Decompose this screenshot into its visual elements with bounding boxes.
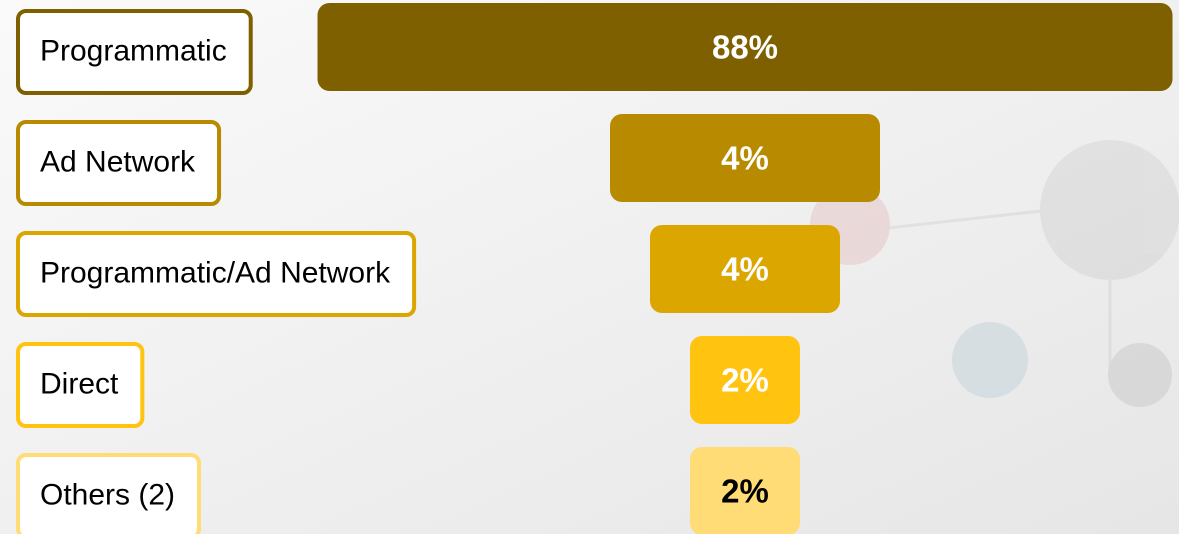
value-label: 2% xyxy=(721,473,769,510)
category-label: Direct xyxy=(40,368,119,401)
value-label: 2% xyxy=(721,362,769,399)
category-label: Programmatic/Ad Network xyxy=(40,257,391,290)
category-label: Programmatic xyxy=(40,35,227,68)
value-label: 88% xyxy=(712,29,778,66)
value-label: 4% xyxy=(721,140,769,177)
chart: 88% Programmatic 4% Ad Network 4% Programmati… xyxy=(0,0,1179,534)
value-label: 4% xyxy=(721,251,769,288)
category-label: Others (2) xyxy=(40,479,175,512)
category-label: Ad Network xyxy=(40,146,196,179)
